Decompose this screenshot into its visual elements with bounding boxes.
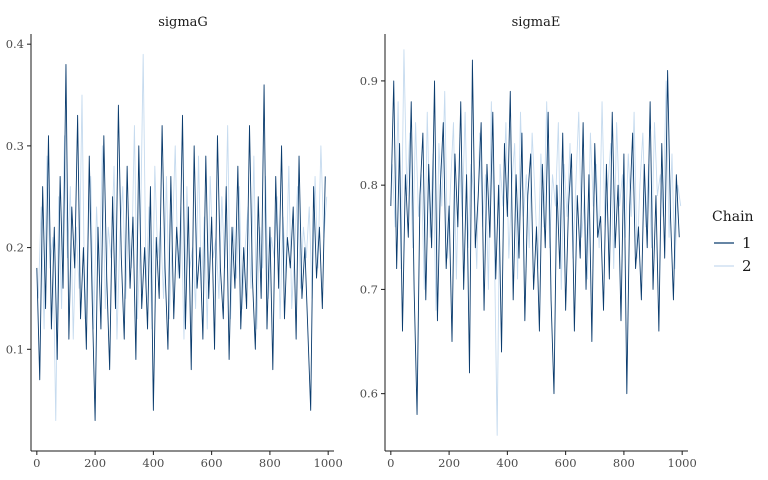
x-tick-label: 1000: [668, 456, 697, 470]
x-tick-label: 200: [438, 456, 460, 470]
legend: Chain 1 2: [712, 209, 754, 275]
legend-title: Chain: [712, 209, 754, 225]
y-tick-label: 0.8: [360, 178, 378, 192]
panel-title: sigmaE: [512, 15, 561, 30]
x-tick-label: 400: [496, 456, 518, 470]
series-line-chain-1: [390, 59, 680, 415]
ticks-layer: 0 200 400 600 800 1000 0.1 0.2 0.3 0.4: [6, 37, 343, 470]
y-tick-label: 0.6: [360, 387, 378, 401]
ticks-layer: 0 200 400 600 800 1000 0.6 0.7 0.8 0.9: [360, 74, 697, 470]
panel-sigmaE: sigmaE 0 200 400 600 800 1000 0.6 0.7 0.8 0.9: [360, 15, 697, 470]
series-line-chain-1: [36, 64, 326, 421]
legend-label-chain-2: 2: [742, 257, 752, 275]
y-tick-label: 0.9: [360, 74, 378, 88]
x-tick-label: 1000: [314, 456, 343, 470]
legend-label-chain-1: 1: [742, 234, 752, 252]
x-tick-label: 400: [142, 456, 164, 470]
x-tick-label: 0: [387, 456, 394, 470]
y-tick-label: 0.4: [6, 37, 24, 51]
series-layer: [36, 53, 328, 421]
panel-title: sigmaG: [158, 15, 208, 30]
y-tick-label: 0.2: [6, 241, 24, 255]
x-tick-label: 200: [84, 456, 106, 470]
series-layer: [390, 49, 682, 436]
x-tick-label: 800: [259, 456, 281, 470]
x-tick-label: 0: [33, 456, 40, 470]
series-line-chain-2: [37, 53, 328, 421]
y-tick-label: 0.1: [6, 342, 24, 356]
y-tick-label: 0.3: [6, 139, 24, 153]
x-tick-label: 600: [201, 456, 223, 470]
x-tick-label: 800: [613, 456, 635, 470]
x-tick-label: 600: [555, 456, 577, 470]
panel-sigmaG: sigmaG 0 200 400 600 800 1000 0.1 0.2 0.3 0.4: [6, 15, 343, 470]
y-tick-label: 0.7: [360, 282, 378, 296]
